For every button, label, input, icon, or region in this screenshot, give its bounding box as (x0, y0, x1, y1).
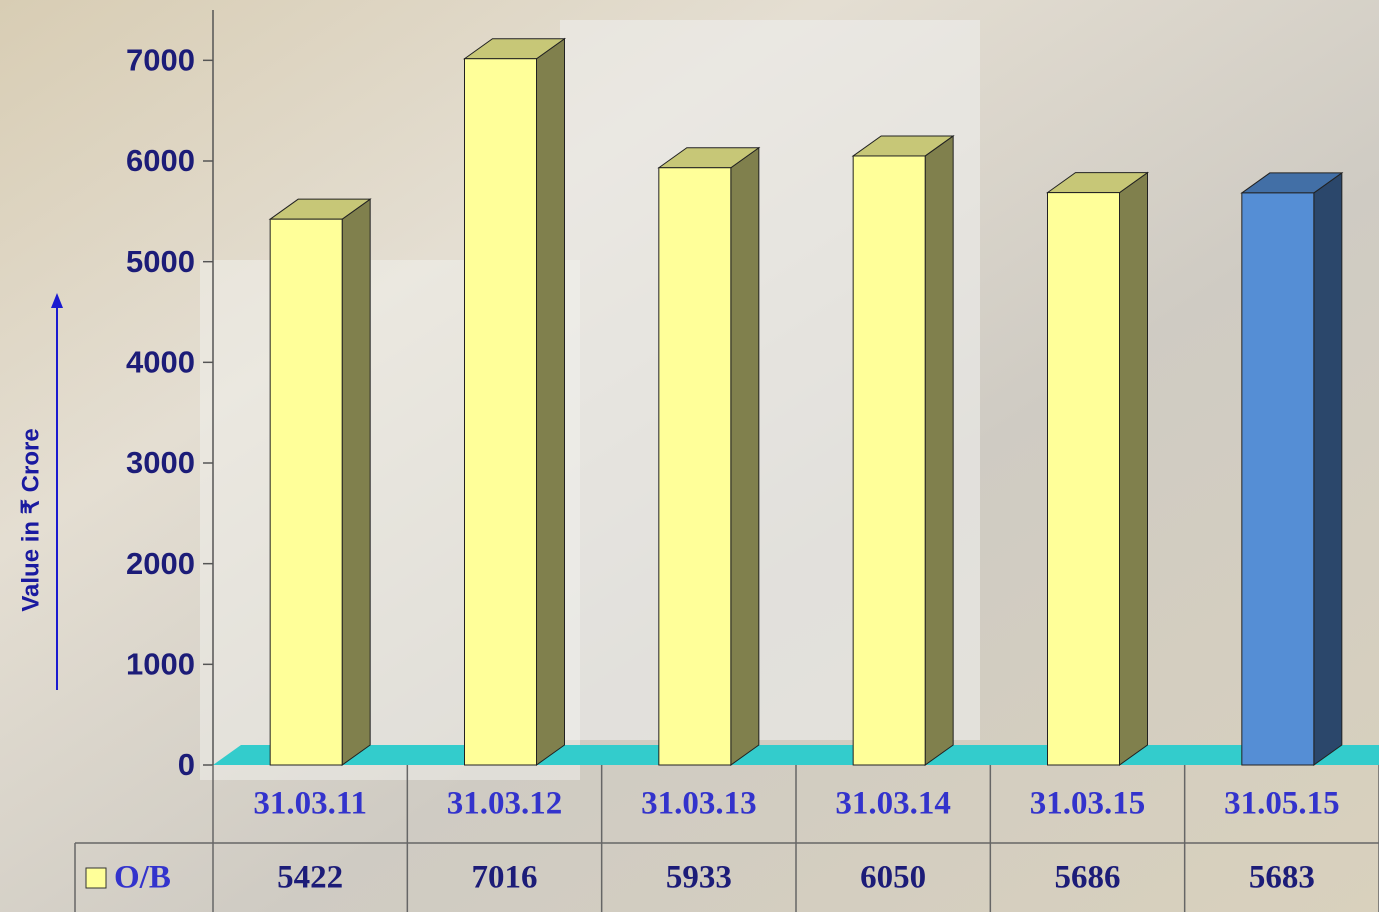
table-value: 5422 (277, 860, 343, 896)
bar-side (924, 134, 954, 766)
y-tick-label: 3000 (126, 445, 195, 480)
bar-side (1119, 171, 1148, 766)
table-value: 5686 (1055, 860, 1121, 896)
y-tick-label: 7000 (126, 43, 195, 78)
bar-front (464, 58, 537, 766)
x-tick-label: 31.03.12 (447, 786, 563, 822)
x-tick-label: 31.03.14 (835, 786, 951, 822)
x-tick-label: 31.05.15 (1224, 786, 1340, 822)
y-tick-label: 6000 (126, 143, 195, 178)
bar-front (269, 218, 343, 766)
bar-side (536, 37, 565, 766)
bar-front (852, 155, 926, 766)
y-tick-label: 4000 (126, 345, 195, 380)
bar-front (658, 167, 732, 766)
bar-side (730, 146, 760, 766)
bar-side (1313, 171, 1343, 766)
legend-label: O/B (114, 860, 171, 896)
y-tick-label: 5000 (126, 244, 195, 279)
y-tick-label: 2000 (126, 546, 195, 581)
table-value: 5933 (666, 860, 732, 896)
table-value: 6050 (860, 860, 926, 896)
floor (213, 745, 1379, 765)
table-value: 7016 (472, 860, 538, 896)
axis-arrow-head (51, 293, 63, 308)
x-tick-label: 31.03.15 (1030, 786, 1146, 822)
bar-side (341, 198, 371, 766)
bar (1045, 171, 1150, 766)
bar (1240, 171, 1344, 766)
y-tick-label: 1000 (126, 647, 195, 682)
bar (462, 37, 567, 766)
bar (657, 146, 761, 766)
y-axis-label: Value in ₹ Crore (17, 428, 44, 611)
x-tick-label: 31.03.11 (253, 786, 367, 822)
bar-front (1241, 192, 1315, 766)
bar (851, 134, 955, 766)
y-tick-label: 0 (178, 747, 195, 782)
legend-swatch (85, 867, 107, 889)
bar-front (1047, 192, 1120, 766)
table-value: 5683 (1249, 860, 1315, 896)
bar (268, 198, 372, 766)
x-tick-label: 31.03.13 (641, 786, 757, 822)
